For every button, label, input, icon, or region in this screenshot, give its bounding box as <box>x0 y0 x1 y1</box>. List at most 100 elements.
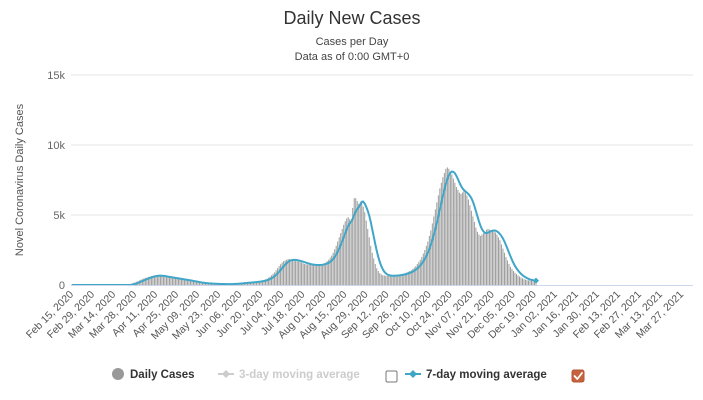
bar <box>493 231 495 285</box>
bar <box>500 244 502 285</box>
bar <box>359 202 361 285</box>
bar <box>290 259 292 285</box>
bar <box>496 234 498 285</box>
bar <box>470 210 472 285</box>
bar <box>350 222 352 285</box>
bar <box>382 275 384 285</box>
y-axis-title: Novel Coronavirus Daily Cases <box>14 103 26 256</box>
bar <box>194 282 196 285</box>
bar <box>149 276 151 285</box>
bar <box>322 264 324 285</box>
bar <box>281 262 283 285</box>
bar <box>401 274 403 285</box>
bar <box>523 279 525 285</box>
bar <box>301 262 303 285</box>
bar <box>434 209 436 285</box>
bar <box>289 259 291 285</box>
chart-subtitle: Cases per Day <box>316 36 389 48</box>
bar <box>292 260 294 285</box>
bar <box>362 206 364 285</box>
bar <box>506 260 508 285</box>
bar <box>469 205 471 285</box>
bar <box>168 277 170 285</box>
bar <box>488 229 490 285</box>
bar <box>418 261 420 285</box>
bar <box>534 280 535 285</box>
bar <box>352 208 354 285</box>
bar <box>367 229 369 285</box>
bar <box>254 281 256 285</box>
bar <box>395 275 397 285</box>
bar <box>334 249 336 285</box>
bar <box>413 267 415 285</box>
bar <box>323 263 325 285</box>
bar <box>478 234 480 285</box>
legend-item-daily-cases[interactable]: Daily Cases <box>112 368 195 381</box>
checkbox-7-day-average[interactable] <box>571 369 585 383</box>
bar <box>197 282 199 285</box>
bar <box>298 261 300 285</box>
bar <box>512 271 514 285</box>
bar <box>518 276 520 285</box>
bar <box>162 276 164 285</box>
bar <box>437 195 439 285</box>
bar <box>180 279 182 285</box>
bar <box>455 187 457 285</box>
bar <box>394 275 396 285</box>
bar <box>386 275 388 285</box>
check-icon <box>573 372 583 380</box>
bar <box>514 272 516 285</box>
bar <box>156 275 158 285</box>
bar <box>328 259 330 285</box>
bar <box>379 273 381 285</box>
bar <box>365 220 367 285</box>
bar <box>517 275 519 285</box>
bar <box>376 268 378 285</box>
bar <box>153 275 155 285</box>
bar <box>259 281 261 285</box>
bar <box>485 229 487 285</box>
bar <box>293 260 295 285</box>
bar <box>191 281 193 285</box>
bar <box>307 264 309 285</box>
bar <box>361 201 363 285</box>
bar <box>278 266 280 285</box>
bar <box>280 264 282 285</box>
legend-item-7-day-average[interactable]: 7-day moving average <box>405 369 547 381</box>
bar <box>421 257 423 285</box>
bar <box>275 270 277 285</box>
bar <box>424 250 426 285</box>
bar <box>165 277 167 285</box>
bar <box>198 282 200 285</box>
daily-cases-bars <box>131 167 537 285</box>
bar <box>263 279 265 285</box>
bar <box>439 188 441 285</box>
bar <box>505 257 507 285</box>
bar <box>410 270 412 285</box>
bar <box>356 201 358 285</box>
bar <box>335 245 337 285</box>
bar <box>458 192 460 285</box>
bar <box>391 275 393 285</box>
bar <box>206 283 208 285</box>
bar <box>479 236 481 285</box>
legend-item-3-day-average[interactable]: 3-day moving average <box>218 369 360 381</box>
bar <box>464 192 466 285</box>
bar <box>313 265 315 285</box>
bar <box>299 261 301 285</box>
checkbox-3-day-average[interactable] <box>385 370 398 383</box>
bar <box>511 268 513 285</box>
bar <box>283 261 285 285</box>
bar <box>287 259 289 285</box>
seven-day-average-markers <box>532 277 539 284</box>
bar <box>497 237 499 285</box>
bar <box>185 280 187 285</box>
bar <box>446 167 448 285</box>
bar <box>253 281 255 285</box>
bar <box>529 280 531 285</box>
bar <box>473 222 475 285</box>
bar <box>286 259 288 285</box>
bar <box>343 224 345 285</box>
bar <box>317 264 319 285</box>
